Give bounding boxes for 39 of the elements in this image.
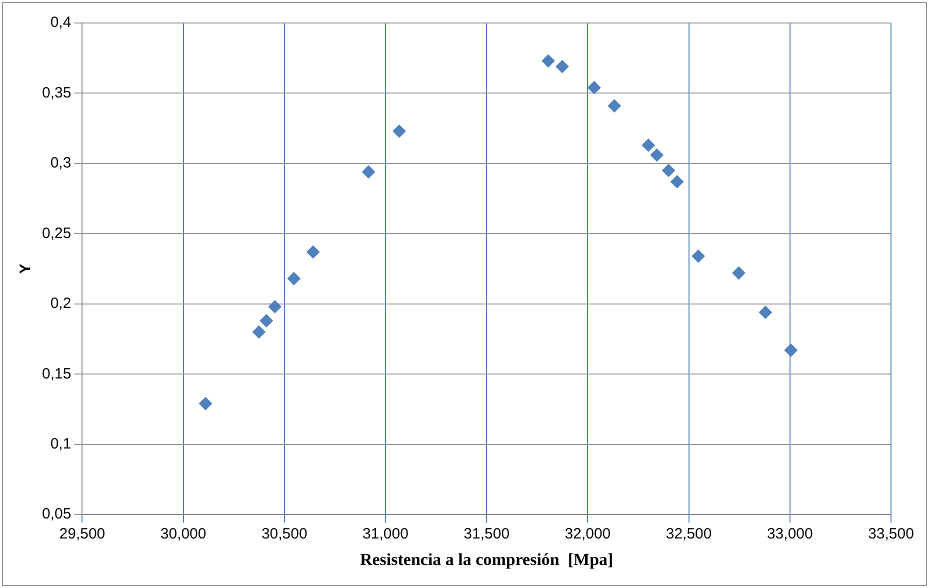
y-tick-label: 0,15 [42, 365, 72, 382]
x-tick-label: 32,000 [564, 526, 611, 543]
point [392, 124, 406, 138]
point [650, 148, 664, 162]
y-tick-label: 0,1 [50, 436, 72, 453]
y-tick-label: 0,25 [42, 224, 72, 242]
point [608, 99, 621, 112]
x-tick-label: 30,000 [160, 526, 206, 543]
point [732, 266, 746, 280]
x-tick-label: 32,500 [666, 526, 712, 543]
x-tick-label: 31,000 [362, 526, 408, 543]
point [692, 250, 705, 263]
point [556, 60, 569, 74]
point [268, 300, 282, 314]
x-tick-label: 30,500 [261, 526, 308, 543]
point [252, 326, 266, 339]
point [588, 81, 601, 94]
y-axis-title: Y [17, 264, 34, 274]
point [784, 344, 798, 357]
point [642, 138, 655, 152]
point [306, 245, 320, 258]
point [260, 314, 273, 328]
y-tick-label: 0,35 [42, 84, 72, 102]
point [662, 164, 676, 177]
point [542, 54, 555, 68]
point [670, 175, 684, 188]
y-tick-label: 0,4 [50, 14, 72, 32]
x-tick-label: 31,500 [464, 526, 510, 543]
point [287, 272, 300, 286]
y-tick-label: 0,3 [50, 154, 72, 172]
x-tick-label: 33,000 [766, 526, 813, 543]
point [199, 397, 212, 410]
x-axis-title: Resistencia a la compresión [Mpa] [360, 550, 614, 570]
x-tick-label: 33,500 [868, 526, 914, 543]
x-tick-label: 29,500 [59, 526, 106, 543]
y-tick-label: 0,05 [42, 506, 72, 523]
y-tick-label: 0,2 [50, 295, 72, 312]
point [758, 306, 772, 319]
point [362, 165, 376, 178]
